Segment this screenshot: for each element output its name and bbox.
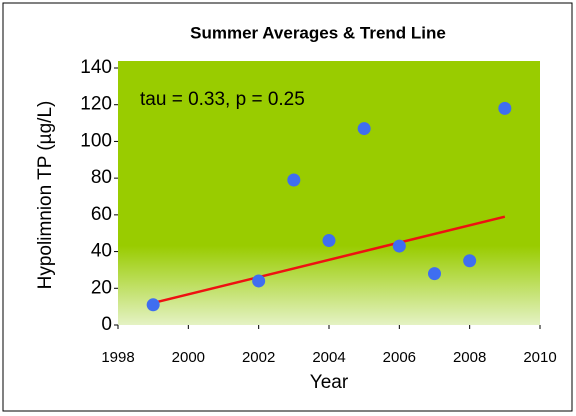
point bbox=[322, 234, 336, 248]
trend-line bbox=[152, 215, 506, 305]
x-tick-label: 1998 bbox=[101, 349, 134, 366]
y-tick-label: 100 bbox=[80, 130, 112, 151]
y-tick-label: 80 bbox=[91, 167, 112, 188]
y-tick-label: 0 bbox=[101, 314, 112, 335]
point bbox=[146, 298, 160, 312]
y-tick-label: 40 bbox=[91, 241, 112, 262]
y-tick-label: 140 bbox=[80, 57, 112, 78]
point bbox=[357, 122, 371, 136]
x-tick-label: 2002 bbox=[242, 349, 275, 366]
point bbox=[392, 239, 406, 253]
point bbox=[252, 274, 266, 288]
x-tick-label: 2008 bbox=[453, 349, 486, 366]
plot-area bbox=[118, 61, 540, 325]
point bbox=[498, 101, 512, 115]
x-tick-label: 2006 bbox=[383, 349, 416, 366]
annotation: tau = 0.33, p = 0.25 bbox=[140, 89, 305, 110]
y-tick-label: 120 bbox=[80, 94, 112, 115]
point bbox=[428, 267, 441, 281]
y-tick-label: 60 bbox=[91, 204, 112, 225]
point bbox=[463, 254, 477, 268]
x-tick-label: 2004 bbox=[312, 349, 345, 366]
y-tick-label: 20 bbox=[91, 277, 112, 298]
point bbox=[287, 173, 301, 187]
y-axis-label: Hypolimnion TP (µg/L) bbox=[35, 101, 56, 290]
chart-title: Summer Averages & Trend Line bbox=[190, 23, 446, 42]
x-tick-label: 2000 bbox=[172, 349, 205, 366]
x-axis-label: Year bbox=[310, 372, 349, 393]
x-tick-label: 2010 bbox=[523, 349, 556, 366]
